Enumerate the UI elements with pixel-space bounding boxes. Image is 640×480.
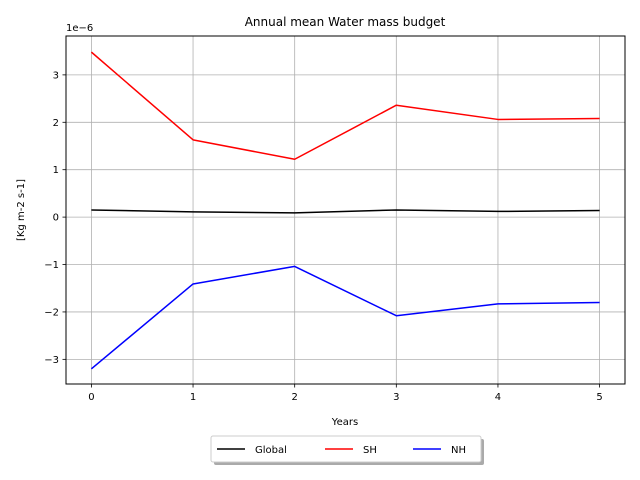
x-axis-ticks: 0 1 2 3 4 5 xyxy=(88,384,603,403)
legend: Global SH NH xyxy=(210,435,484,465)
x-tick-label: 4 xyxy=(495,392,501,403)
y-tick-label: 3 xyxy=(53,70,59,81)
legend-label-sh: SH xyxy=(363,445,377,456)
y-tick-label: 2 xyxy=(53,118,59,129)
y-tick-label: −2 xyxy=(44,307,59,318)
series-line-nh xyxy=(90,265,600,370)
x-tick-label: 3 xyxy=(393,392,399,403)
series-line-global xyxy=(91,209,600,214)
x-tick-label: 2 xyxy=(291,392,297,403)
y-axis-offset-text: 1e−6 xyxy=(66,23,93,34)
grid xyxy=(66,36,625,384)
x-tick-label: 0 xyxy=(88,392,94,403)
x-tick-label: 5 xyxy=(596,392,602,403)
series-lines xyxy=(90,51,600,370)
y-tick-label: −3 xyxy=(44,355,59,366)
y-tick-label: 1 xyxy=(53,165,59,176)
chart-title: Annual mean Water mass budget xyxy=(245,15,446,29)
legend-label-nh: NH xyxy=(451,445,466,456)
legend-label-global: Global xyxy=(255,445,287,456)
x-axis-label: Years xyxy=(331,417,358,428)
plot-frame xyxy=(65,35,626,385)
y-axis-label: [Kg m-2 s-1] xyxy=(16,179,27,241)
x-tick-label: 1 xyxy=(190,392,196,403)
y-tick-label: −1 xyxy=(44,260,59,271)
y-tick-label: 0 xyxy=(53,213,59,224)
series-line-sh xyxy=(90,51,600,161)
y-axis-ticks: −3 −2 −1 0 1 2 3 xyxy=(44,70,66,366)
